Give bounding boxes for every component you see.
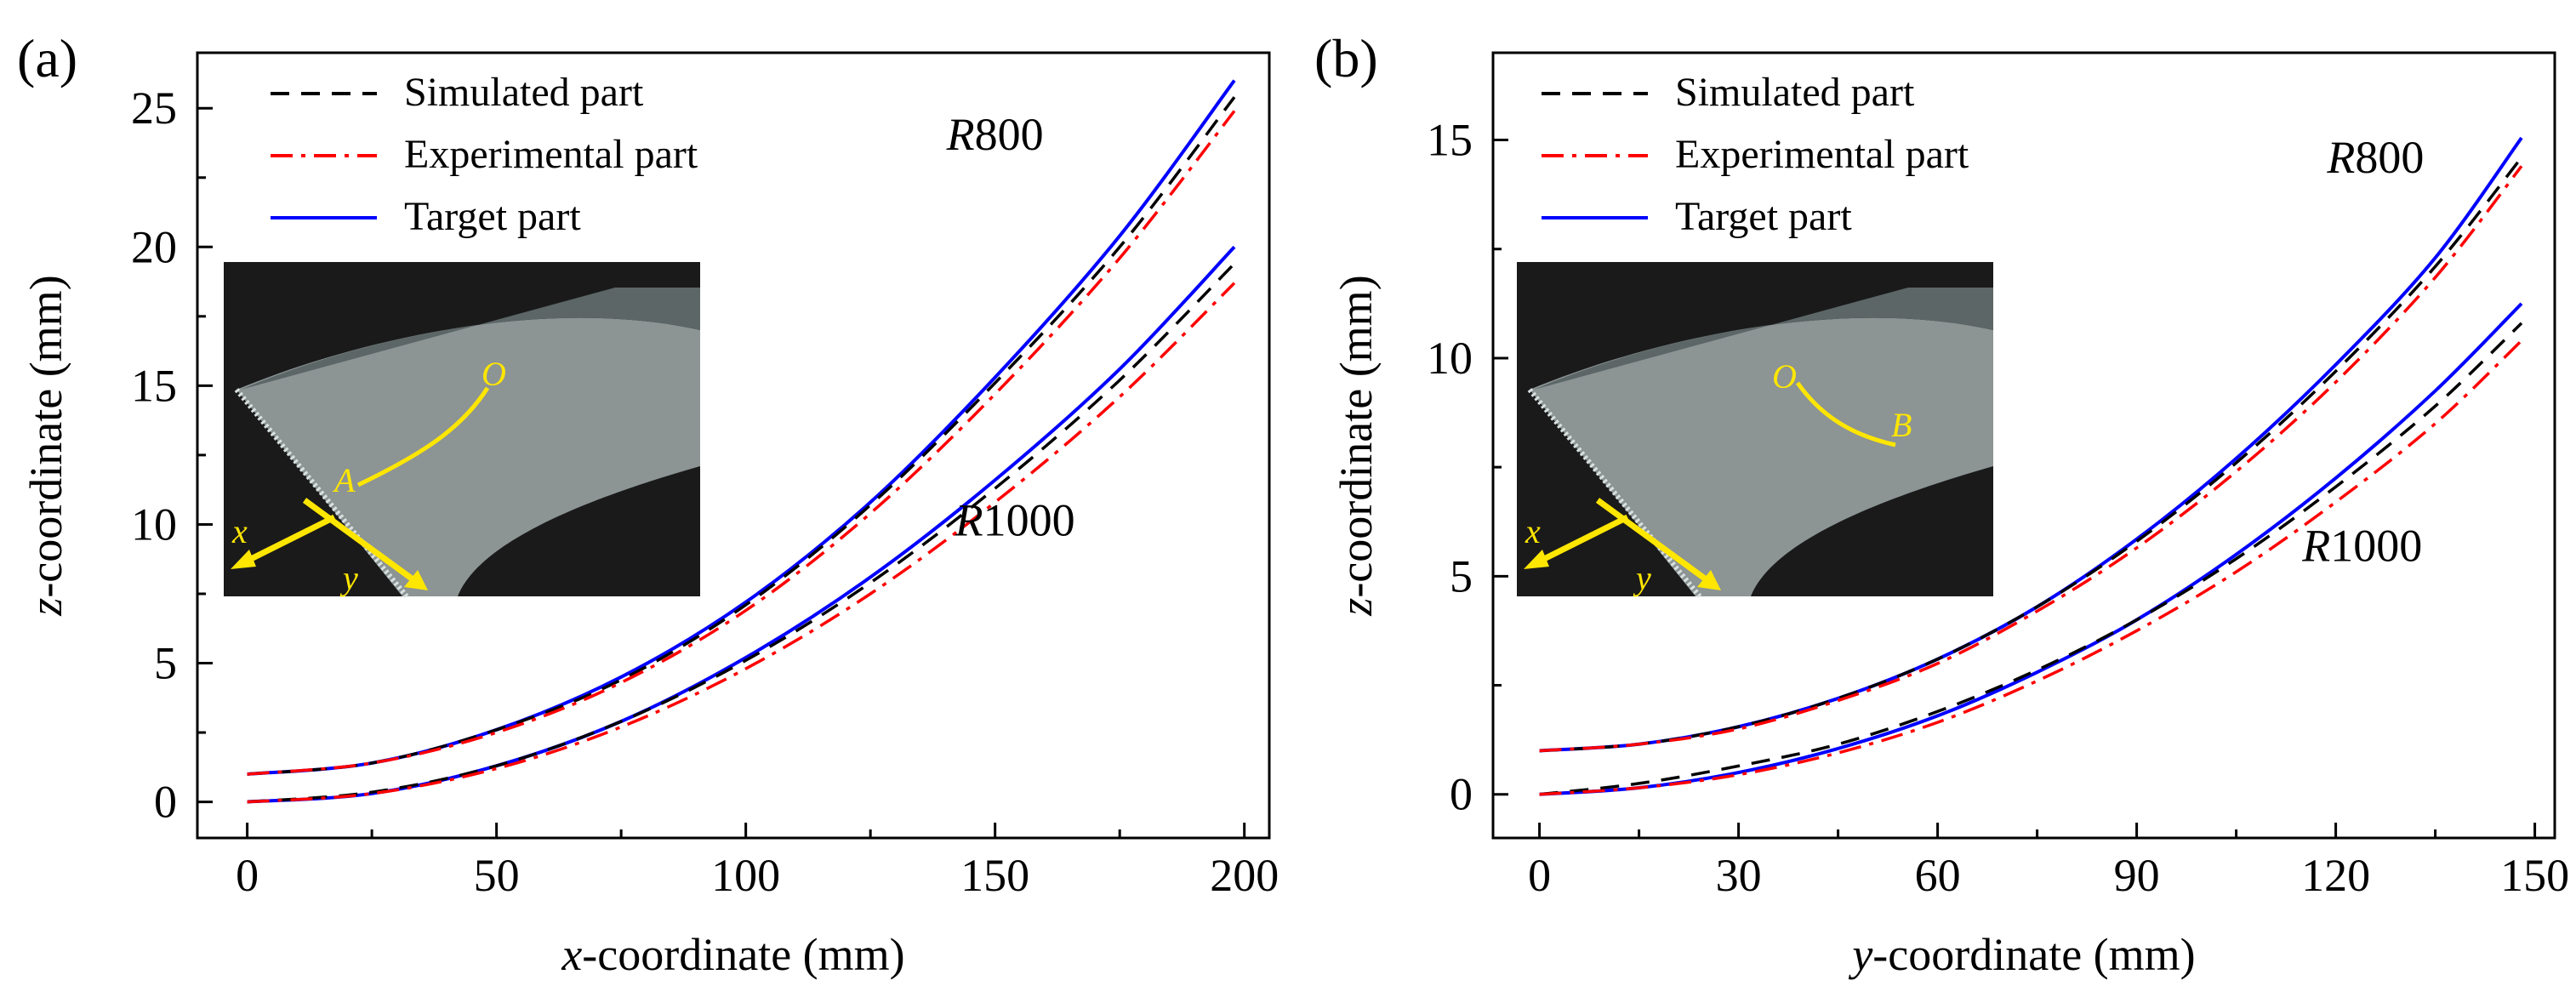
inset-path-OB xyxy=(1795,381,1896,447)
x-tick-label: 120 xyxy=(2301,850,2370,901)
legend-label-simulated: Simulated part xyxy=(1675,70,1915,115)
curve-label-800: R800 xyxy=(2326,132,2424,183)
curve-label-1000: R1000 xyxy=(955,494,1075,545)
x-axis-title: y-coordinate (mm) xyxy=(1848,929,2195,980)
x-tick-label: 60 xyxy=(1915,850,1961,901)
curve-label-number: 1000 xyxy=(983,494,1075,545)
inset-arrow-x xyxy=(239,514,336,567)
plot-frame xyxy=(196,51,1271,840)
data-curves xyxy=(247,79,1236,804)
panel-label: (b) xyxy=(1314,28,1378,88)
y-axis-title-text: -coordinate (mm) xyxy=(20,275,71,597)
series-line-r1000-target xyxy=(1539,302,2523,796)
x-axis-title: x-coordinate (mm) xyxy=(561,929,904,980)
inset-arrowhead-y xyxy=(1697,570,1721,590)
y-axis-title-text: -coordinate (mm) xyxy=(1331,275,1382,597)
x-tick-label: 200 xyxy=(1210,850,1279,901)
inset-arrow-y xyxy=(1595,498,1711,584)
inset-label-B: B xyxy=(1891,406,1912,444)
x-axis-title-text: -coordinate (mm) xyxy=(1872,929,2195,980)
inset-photo: O Bx y xyxy=(1517,262,1993,598)
curve-label-800: R800 xyxy=(946,109,1044,160)
x-tick-label: 50 xyxy=(474,850,520,901)
series-line-r1000-simulated xyxy=(247,262,1236,804)
y-tick-label: 5 xyxy=(1450,550,1473,601)
series-line-r1000-simulated xyxy=(1539,322,2523,796)
series-line-r800-simulated xyxy=(247,96,1236,776)
x-tick-label: 150 xyxy=(960,850,1029,901)
y-tick-label: 10 xyxy=(131,499,177,550)
series-line-r1000-experimental xyxy=(1539,339,2523,796)
curve-label-R: R xyxy=(2301,520,2330,571)
inset-label-O: O xyxy=(482,355,506,393)
series-line-r800-simulated xyxy=(1539,156,2523,753)
inset-label-A: A xyxy=(332,461,356,499)
legend-label-experimental: Experimental part xyxy=(404,132,698,177)
curve-label-number: 1000 xyxy=(2330,520,2422,571)
inset-sheet-edge xyxy=(234,388,409,598)
x-tick-label: 0 xyxy=(1528,850,1551,901)
x-tick-label: 100 xyxy=(711,850,780,901)
inset-sheet-far xyxy=(241,288,700,390)
inset-arrowhead-x xyxy=(1524,550,1549,569)
curve-label-number: 800 xyxy=(975,109,1044,160)
legend-label-experimental: Experimental part xyxy=(1675,132,1969,177)
legend-label-simulated: Simulated part xyxy=(404,70,644,115)
x-axis-title-text: -coordinate (mm) xyxy=(582,929,904,980)
series-line-r1000-experimental xyxy=(247,282,1236,804)
y-tick-label: 15 xyxy=(131,360,177,411)
plot-frame xyxy=(1491,51,2556,840)
curve-label-1000: R1000 xyxy=(2301,520,2422,571)
series-line-r800-experimental xyxy=(247,110,1236,776)
inset-sheet-far xyxy=(1534,288,1993,390)
y-tick-label: 10 xyxy=(1427,333,1473,384)
inset-axis-y-label: y xyxy=(339,559,358,597)
curve-label-R: R xyxy=(955,494,983,545)
x-tick-label: 150 xyxy=(2500,850,2569,901)
y-tick-label: 0 xyxy=(154,777,177,828)
x-tick-label: 90 xyxy=(2114,850,2160,901)
inset-path-OA xyxy=(356,386,490,487)
x-axis-title-variable: x xyxy=(561,929,582,980)
y-axis-title-variable: z xyxy=(1331,598,1382,617)
legend-label-target: Target part xyxy=(1675,194,1852,239)
y-axis-title: z-coordinate (mm) xyxy=(1331,275,1382,616)
curve-label-number: 800 xyxy=(2355,132,2424,183)
y-tick-label: 15 xyxy=(1427,115,1473,166)
x-tick-label: 0 xyxy=(236,850,259,901)
inset-sheet-edge xyxy=(1527,388,1702,598)
inset-arrowhead-x xyxy=(231,550,256,569)
inset-axis-y-label: y xyxy=(1633,559,1651,597)
inset-arrowhead-y xyxy=(404,570,428,590)
y-tick-label: 0 xyxy=(1450,769,1473,820)
series-line-r800-experimental xyxy=(1539,165,2523,753)
y-axis-title: z-coordinate (mm) xyxy=(20,275,71,616)
y-axis-title-variable: z xyxy=(20,598,71,617)
inset-axis-x-label: x xyxy=(231,512,248,550)
legend-label-target: Target part xyxy=(404,194,581,239)
y-tick-label: 5 xyxy=(154,638,177,689)
data-curves xyxy=(1539,136,2523,796)
inset-arrow-y xyxy=(302,498,418,584)
x-axis-title-variable: y xyxy=(1848,929,1872,980)
y-tick-label: 20 xyxy=(131,221,177,272)
inset-photo: O Ax y xyxy=(224,262,700,598)
inset-axis-x-label: x xyxy=(1525,512,1541,550)
curve-label-R: R xyxy=(2326,132,2355,183)
inset-arrow-x xyxy=(1532,514,1629,567)
inset-label-O: O xyxy=(1772,357,1797,396)
x-tick-label: 30 xyxy=(1716,850,1762,901)
panel-label: (a) xyxy=(17,28,77,88)
curve-label-R: R xyxy=(946,109,975,160)
y-tick-label: 25 xyxy=(131,83,177,134)
